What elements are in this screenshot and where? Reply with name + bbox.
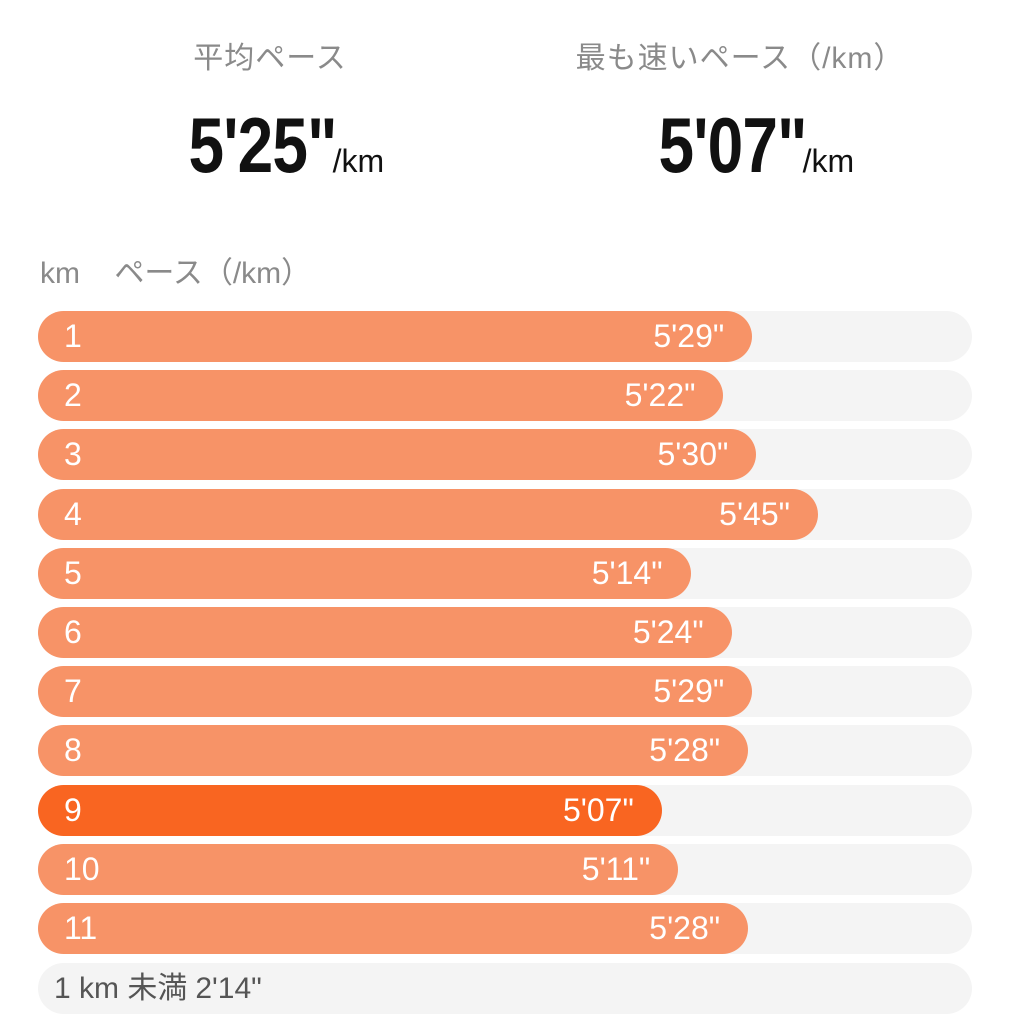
split-pace-value: 5'45" bbox=[719, 495, 790, 532]
remainder-text: 1 km 未満 2'14" bbox=[54, 963, 262, 1014]
fastest-pace-summary: 最も速いペース（/km） 5'07"/km bbox=[540, 36, 940, 223]
fastest-pace-value-row: 5'07"/km bbox=[540, 90, 940, 223]
average-pace-summary: 平均ペース 5'25"/km bbox=[120, 36, 420, 223]
split-row: 3 5'30" bbox=[38, 429, 972, 481]
split-km-number: 8 bbox=[64, 732, 82, 769]
split-km-number: 5 bbox=[64, 554, 82, 591]
split-pace-value: 5'24" bbox=[632, 613, 704, 650]
split-km-number: 3 bbox=[64, 436, 82, 473]
split-row: 11 5'28" bbox=[38, 902, 972, 954]
split-bar: 3 5'30" bbox=[38, 429, 757, 481]
splits-list: 1 5'29" 2 5'22" 3 5'30" 4 5'45" 5 5'14" 6 5'24" 7 5'2… bbox=[38, 311, 972, 962]
split-bar: 6 5'24" bbox=[38, 606, 732, 658]
split-bar-fastest: 9 5'07" bbox=[38, 784, 662, 836]
column-header-km: km bbox=[40, 257, 80, 290]
split-row: 6 5'24" bbox=[38, 606, 972, 658]
split-pace-value: 5'14" bbox=[591, 554, 663, 591]
splits-table-header: km ペース（/km） bbox=[40, 252, 311, 296]
split-row: 10 5'11" bbox=[38, 843, 972, 895]
column-header-pace: ペース（/km） bbox=[114, 257, 312, 290]
split-pace-value: 5'30" bbox=[657, 436, 729, 473]
split-pace-value: 5'11" bbox=[581, 850, 651, 887]
split-bar: 4 5'45" bbox=[38, 488, 818, 540]
split-km-number: 11 bbox=[64, 909, 98, 946]
split-km-number: 9 bbox=[64, 791, 82, 828]
split-bar: 2 5'22" bbox=[38, 370, 724, 422]
split-pace-value: 5'28" bbox=[649, 909, 721, 946]
split-km-number: 6 bbox=[64, 613, 82, 650]
split-bar: 8 5'28" bbox=[38, 725, 749, 777]
split-pace-value: 5'29" bbox=[653, 318, 725, 354]
split-row: 7 5'29" bbox=[38, 666, 972, 718]
split-row: 8 5'28" bbox=[38, 725, 972, 777]
split-pace-value: 5'29" bbox=[653, 673, 725, 710]
average-pace-unit: /km bbox=[332, 143, 385, 179]
split-bar: 7 5'29" bbox=[38, 666, 753, 718]
split-row: 5 5'14" bbox=[38, 547, 972, 599]
split-bar: 1 5'29" bbox=[38, 311, 753, 362]
split-km-number: 4 bbox=[64, 495, 82, 532]
split-pace-value: 5'22" bbox=[624, 377, 696, 414]
remainder-row: 1 km 未満 2'14" bbox=[38, 963, 972, 1014]
average-pace-value: 5'25" bbox=[188, 101, 337, 189]
split-km-number: 2 bbox=[64, 377, 82, 414]
split-bar: 11 5'28" bbox=[38, 902, 749, 954]
split-row: 1 5'29" bbox=[38, 311, 972, 362]
split-row: 9 5'07" bbox=[38, 784, 972, 836]
split-bar: 5 5'14" bbox=[38, 547, 691, 599]
fastest-pace-value: 5'07" bbox=[658, 101, 807, 189]
split-km-number: 10 bbox=[64, 850, 100, 887]
remainder-pace: 2'14" bbox=[195, 972, 262, 1005]
fastest-pace-unit: /km bbox=[802, 143, 855, 179]
average-pace-value-row: 5'25"/km bbox=[120, 90, 420, 223]
split-km-number: 1 bbox=[64, 318, 82, 354]
remainder-label: 1 km 未満 bbox=[54, 972, 188, 1005]
split-pace-value: 5'07" bbox=[562, 791, 634, 828]
split-km-number: 7 bbox=[64, 673, 82, 710]
fastest-pace-label: 最も速いペース（/km） bbox=[575, 42, 905, 75]
split-bar: 10 5'11" bbox=[38, 843, 679, 895]
split-pace-value: 5'28" bbox=[649, 732, 721, 769]
average-pace-label: 平均ペース bbox=[193, 42, 347, 75]
split-row: 2 5'22" bbox=[38, 370, 972, 422]
split-row: 4 5'45" bbox=[38, 488, 972, 540]
